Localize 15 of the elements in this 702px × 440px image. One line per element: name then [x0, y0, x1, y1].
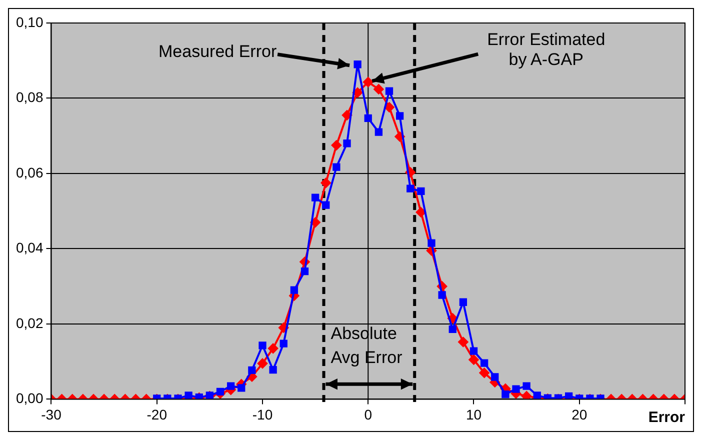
x-tick-label: -20: [146, 406, 168, 422]
x-tick-label: -10: [252, 406, 273, 422]
annotation: Measured Error: [158, 42, 277, 62]
x-axis-title: Error: [648, 409, 686, 426]
y-tick-label: 0,02: [16, 314, 44, 331]
y-tick-label: 0,04: [16, 240, 44, 256]
y-tick-label: 0,00: [16, 390, 44, 406]
y-tick-label: 0,10: [16, 14, 44, 30]
y-tick-label: 0,08: [16, 89, 44, 106]
annotation: Error Estimated by A-GAP: [487, 30, 606, 69]
x-tick-label: 20: [572, 406, 588, 422]
y-tick-label: 0,06: [16, 164, 44, 180]
x-tick-label: -30: [41, 406, 62, 422]
x-tick-label: 0: [364, 406, 372, 422]
x-tick-label: 10: [466, 406, 482, 422]
